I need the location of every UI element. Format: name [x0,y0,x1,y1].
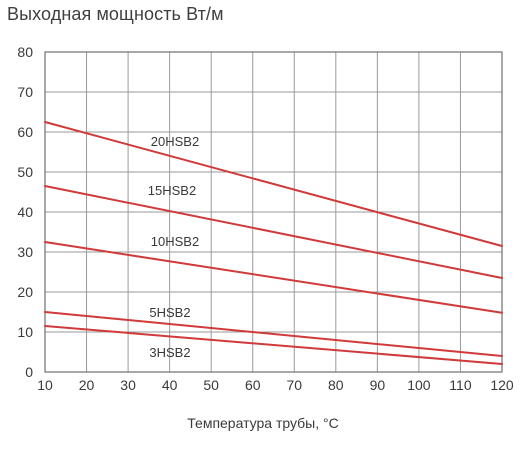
series-line-3HSB2 [44,325,503,365]
y-tick-label: 70 [17,84,33,100]
series-line-10HSB2 [44,241,503,314]
x-tick-label: 110 [449,377,472,393]
series-lines [44,121,503,365]
series-label-15HSB2: 15HSB2 [148,183,196,198]
chart-title: Выходная мощность Вт/м [7,4,224,24]
series-label-10HSB2: 10HSB2 [151,234,199,249]
x-tick-label: 80 [328,377,344,393]
x-tick-label: 10 [37,377,53,393]
y-tick-label: 80 [17,44,33,60]
y-tick-label: 60 [17,124,33,140]
series-line-20HSB2 [44,121,503,247]
x-tick-label: 40 [162,377,178,393]
y-tick-label: 50 [17,164,33,180]
y-tick-label: 0 [25,364,33,380]
y-tick-label: 20 [17,284,33,300]
y-tick-label: 40 [17,204,33,220]
series-line-15HSB2 [44,185,503,279]
y-tick-label: 10 [17,324,33,340]
plot-frame [44,51,503,373]
grid [44,51,503,373]
series-label-5HSB2: 5HSB2 [149,305,190,320]
axes [44,51,503,373]
x-tick-label: 60 [245,377,261,393]
x-tick-label: 90 [370,377,386,393]
x-tick-label: 120 [490,377,514,393]
x-tick-label: 100 [407,377,431,393]
x-tick-label: 70 [286,377,302,393]
x-axis-title: Температура трубы, °C [187,415,338,431]
tick-labels: 10 20 30 40 50 60 70 80 90 100 110 1200102030405060… [17,44,513,393]
series-labels: 20HSB2 15HSB2 10HSB2 5HSB2 3HSB2 [148,134,199,360]
x-tick-label: 30 [120,377,136,393]
series-line-5HSB2 [44,311,503,357]
x-tick-label: 20 [79,377,95,393]
y-tick-label: 30 [17,244,33,260]
series-label-3HSB2: 3HSB2 [149,345,190,360]
x-tick-label: 50 [203,377,219,393]
series-label-20HSB2: 20HSB2 [151,134,199,149]
